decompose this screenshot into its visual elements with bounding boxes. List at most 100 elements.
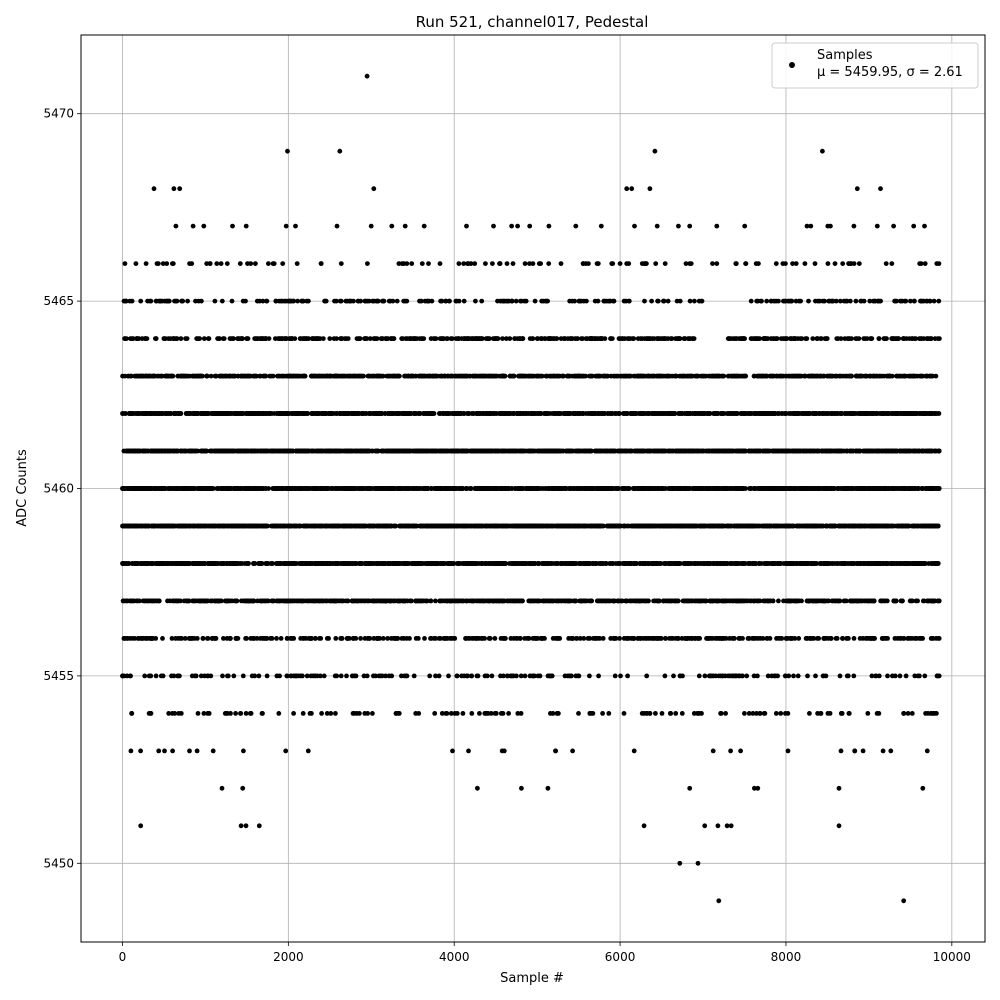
data-point [878,598,884,604]
data-point [482,711,488,716]
data-point [152,523,158,529]
data-point [673,598,678,604]
data-point [655,636,661,641]
data-point [885,673,890,679]
data-point [513,598,518,604]
data-point [190,598,196,604]
data-point [308,636,314,641]
data-point [869,673,875,679]
data-point [201,711,207,716]
data-point [243,711,249,716]
data-point [260,636,265,641]
data-point [497,598,503,604]
data-point [738,748,743,754]
data-point [264,673,270,679]
data-point [577,636,583,641]
data-point [284,561,289,566]
data-point [432,523,438,529]
data-point [827,523,833,529]
data-point [775,673,780,679]
data-point [531,561,537,566]
data-point [935,598,941,604]
data-point [428,636,433,641]
data-point [860,748,866,754]
data-point [304,523,310,529]
data-point [594,598,600,604]
data-point [757,711,763,716]
data-point [142,561,148,566]
data-point [153,598,159,604]
data-point [643,636,648,641]
data-point [555,636,561,641]
data-point [549,561,555,566]
data-point [177,561,183,566]
data-point [156,748,162,754]
data-point [562,598,568,604]
data-point [454,711,460,716]
data-point [415,636,421,641]
data-point [765,673,771,679]
data-point [301,598,307,604]
data-point [783,598,789,604]
data-point [323,523,329,529]
data-point [339,598,344,604]
data-point [274,636,279,641]
data-point [475,636,481,641]
data-point [568,673,574,679]
data-point [291,711,296,716]
data-point [199,561,205,566]
data-point [571,598,577,604]
data-point [750,711,756,716]
data-point [125,523,130,529]
data-point [832,523,838,529]
data-point [594,523,600,529]
data-point [548,711,553,716]
data-point [463,598,469,604]
data-point [622,523,627,529]
data-point [710,673,716,679]
data-point [227,636,233,641]
data-point [431,636,437,641]
data-point [807,711,812,716]
data-point [796,636,802,641]
data-point [510,561,515,566]
data-point [582,561,588,566]
data-point [328,711,334,716]
data-point [411,673,417,679]
data-point [589,711,594,716]
data-point [730,636,735,641]
data-point [671,673,676,679]
data-point [728,523,734,529]
data-point [821,673,826,679]
data-point [387,598,393,604]
data-point [537,673,543,679]
data-point [232,561,238,566]
data-point [194,748,200,754]
data-point [699,711,704,716]
data-point [424,561,430,566]
data-point [744,673,750,679]
data-point [413,561,418,566]
data-point [767,561,772,566]
data-point [309,711,314,716]
data-point [292,598,298,604]
data-point [754,711,759,716]
data-point [705,636,710,641]
data-point [702,673,708,679]
data-point [728,748,733,754]
data-point [848,523,854,529]
data-point [501,748,507,754]
data-point [696,673,702,679]
data-point [274,673,280,679]
data-point [233,711,239,716]
data-point [465,523,470,529]
data-point [606,711,612,716]
data-point [686,598,692,604]
data-point [208,561,214,566]
data-point [478,523,484,529]
data-point [936,673,942,679]
data-point [203,598,209,604]
data-point [501,561,507,566]
data-point [265,598,271,604]
data-point [574,636,579,641]
